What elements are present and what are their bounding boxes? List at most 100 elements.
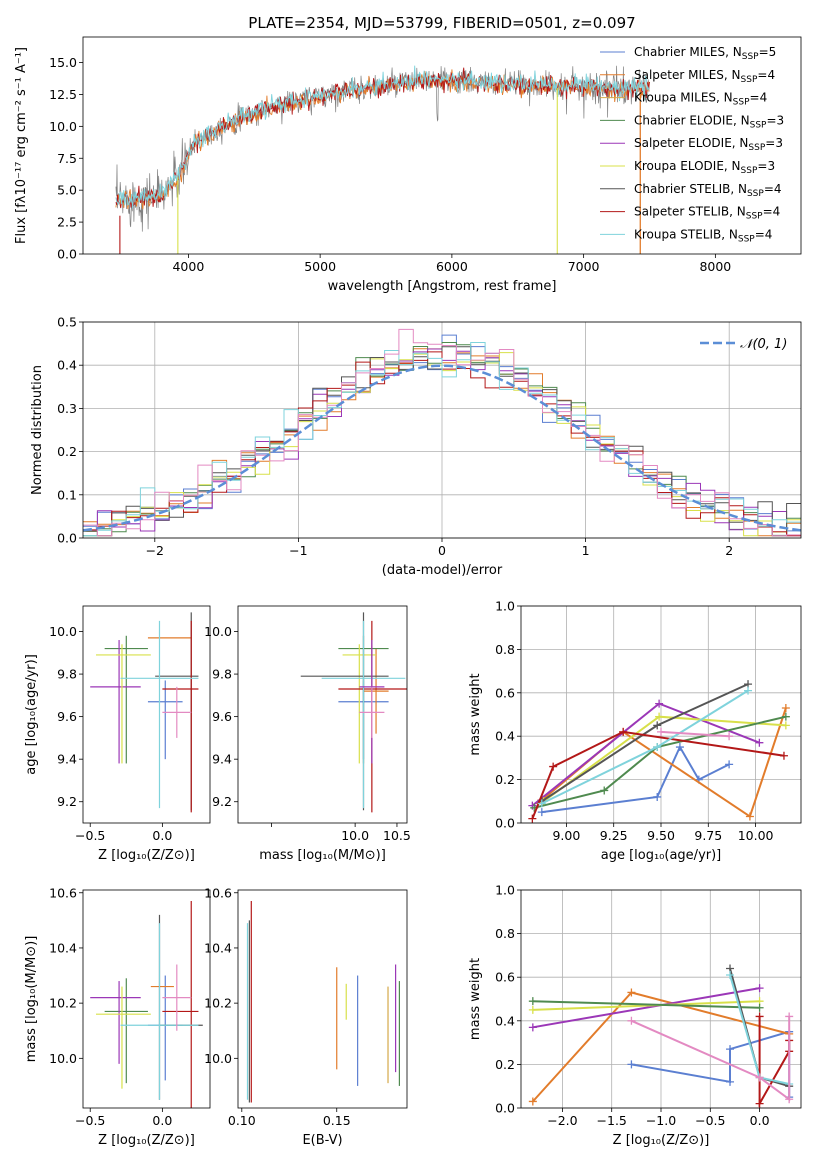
x-tick-label: 1 [582, 543, 590, 558]
legend: Chabrier MILES, NSSP=5 Salpeter MILES, NS… [600, 45, 784, 244]
y-tick-label: 10.0 [49, 624, 77, 639]
y-tick-label: 9.8 [212, 667, 232, 682]
x-tick-label: −1 [289, 543, 307, 558]
plus-marker [549, 762, 558, 771]
y-axis-label: Flux [fλ10⁻¹⁷ erg cm⁻² s⁻¹ A⁻¹] [14, 47, 29, 244]
panel-weight-vs-age: 9.00 9.25 9.50 9.75 10.00 0.0 0.2 0.4 0.6 0.8 1.0 a… [468, 599, 802, 863]
x-tick-label: 0.0 [750, 1113, 770, 1128]
plus-marker [653, 721, 662, 730]
panel-mass-vs-ebv: 0.10 0.15 10.0 10.2 10.4 10.6 E(B-V) [204, 885, 408, 1148]
panel-mass-vs-Z: −0.5 0.0 10.0 10.2 10.4 10.6 Z [log₁₀(Z/Z⊙)] ma… [24, 885, 211, 1148]
axes-frame [237, 889, 408, 1109]
panel-age-vs-Z: −0.5 0.0 9.2 9.4 9.6 9.8 10.0 Z [log₁₀(Z/Z⊙)] ag… [24, 605, 211, 863]
observed-spectrum [115, 65, 650, 232]
plus-marker [779, 751, 788, 760]
plus-marker [537, 808, 546, 817]
legend-entry: Salpeter ELODIE, NSSP=3 [634, 136, 783, 153]
histogram-kroupa-stelib [83, 342, 801, 537]
y-tick-label: 0.0 [57, 531, 77, 546]
y-tick-label: 10.0 [204, 1051, 232, 1066]
y-tick-label: 12.5 [49, 87, 77, 102]
plus-marker [653, 743, 662, 752]
y-tick-label: 10.2 [204, 996, 232, 1011]
x-axis-label: E(B-V) [302, 1133, 342, 1148]
x-tick-label: 9.75 [694, 828, 722, 843]
x-tick-label: 10.00 [738, 828, 774, 843]
plus-marker [627, 988, 636, 997]
y-tick-label: 2.5 [57, 215, 77, 230]
weight-line-pink [660, 730, 730, 738]
y-tick-label: 9.2 [57, 794, 77, 809]
plot-area [90, 901, 203, 1108]
x-tick-label: 7000 [568, 259, 600, 274]
axes-frame [520, 889, 802, 1109]
x-tick-label: −0.5 [695, 1113, 725, 1128]
legend-entry: Kroupa STELIB, NSSP=4 [634, 227, 772, 244]
y-tick-label: 5.0 [57, 183, 77, 198]
plus-marker [785, 1095, 794, 1104]
legend-entry: Kroupa MILES, NSSP=4 [634, 91, 767, 108]
axes-frame [82, 321, 802, 539]
plus-marker [781, 721, 790, 730]
y-axis-label: mass weight [468, 958, 483, 1040]
x-tick-label: 4000 [172, 259, 204, 274]
plot-area [83, 328, 801, 537]
normal-curve [83, 364, 801, 532]
y-tick-label: 9.6 [57, 709, 77, 724]
plus-marker [726, 1045, 735, 1054]
model-spectrum-kroupa-stelib [115, 65, 650, 209]
y-tick-label: 10.6 [49, 885, 77, 900]
y-tick-label: 0.0 [57, 247, 77, 262]
plus-marker [600, 786, 609, 795]
y-axis-label: mass [log₁₀(M/M⊙)] [24, 936, 39, 1063]
x-axis-label: wavelength [Angstrom, rest frame] [328, 279, 557, 294]
panel-residuals: −2 −1 0 1 2 0.0 0.1 0.2 0.3 0.4 0.5 (data-model)/er… [30, 315, 802, 578]
axes-frame [520, 605, 802, 824]
y-tick-label: 15.0 [49, 55, 77, 70]
plus-marker [745, 812, 754, 821]
x-tick-label: 9.50 [647, 828, 675, 843]
panel-age-vs-mass: 10.0 10.5 9.2 9.4 9.6 9.8 10.0 mass [log₁₀(M/M⊙… [204, 605, 411, 863]
plus-marker [655, 699, 664, 708]
x-tick-label: 6000 [436, 259, 468, 274]
y-tick-label: 0.1 [57, 487, 77, 502]
y-tick-label: 10.2 [49, 996, 77, 1011]
plus-marker [619, 727, 628, 736]
axes-frame [82, 36, 802, 255]
plot-area [300, 612, 407, 813]
plot-area [246, 901, 401, 1103]
plus-marker [755, 1099, 764, 1108]
plus-marker [755, 984, 764, 993]
plus-marker [657, 727, 665, 736]
x-tick-label: −0.5 [75, 828, 105, 843]
plus-marker [755, 738, 764, 747]
y-tick-label: 0.2 [495, 1057, 515, 1072]
plus-marker [528, 997, 537, 1006]
plus-marker [528, 1005, 537, 1014]
y-tick-label: 0.2 [495, 772, 515, 787]
plus-marker [627, 1060, 636, 1069]
y-tick-label: 9.4 [57, 752, 77, 767]
plot-area [528, 680, 790, 823]
x-tick-label: 0.0 [152, 1113, 172, 1128]
axes-frame [237, 605, 408, 824]
legend-entry: Chabrier MILES, NSSP=5 [634, 45, 776, 62]
legend-entry: 𝒩(0, 1) [740, 337, 787, 352]
legend-entry: Chabrier STELIB, NSSP=4 [634, 182, 782, 199]
x-tick-label: 0 [438, 543, 446, 558]
x-tick-label: 9.25 [600, 828, 628, 843]
weight-line-kroupa-elodie [532, 1000, 760, 1011]
x-tick-label: −1.5 [597, 1113, 627, 1128]
y-tick-label: 0.4 [495, 729, 515, 744]
plot-area [528, 964, 794, 1108]
plus-marker [726, 1077, 735, 1086]
x-tick-label: −2 [146, 543, 164, 558]
plus-marker [675, 743, 684, 752]
plus-marker [781, 703, 790, 712]
x-tick-label: 8000 [699, 259, 731, 274]
y-tick-label: 1.0 [495, 883, 515, 898]
y-tick-label: 1.0 [495, 599, 515, 614]
y-tick-label: 0.5 [57, 315, 77, 330]
x-axis-label: mass [log₁₀(M/M⊙)] [259, 848, 386, 863]
